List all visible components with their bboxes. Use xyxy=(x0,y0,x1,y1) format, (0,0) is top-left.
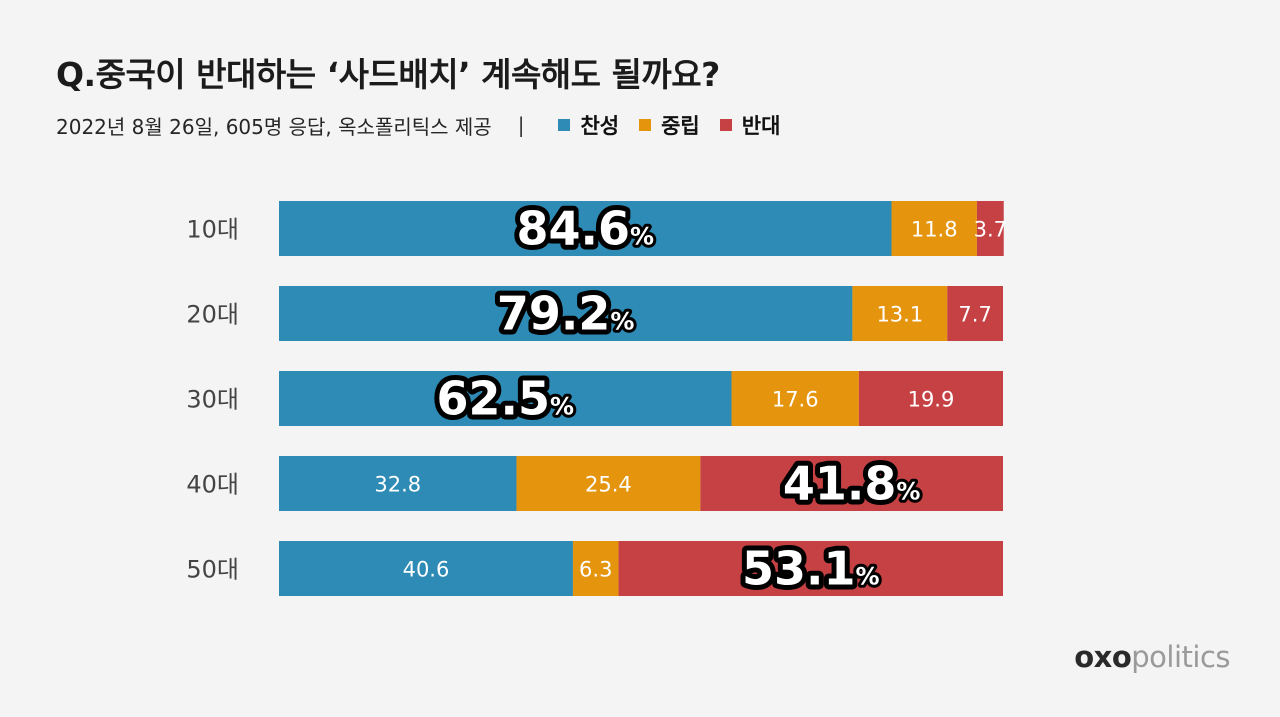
data-label: 25.4 xyxy=(585,473,632,497)
bar-segment-neutral xyxy=(891,201,977,256)
bar-segment-neutral xyxy=(572,541,619,596)
subtitle-row: 2022년 8월 26일, 605명 응답, 옥소폴리틱스 제공 | 찬성 중립… xyxy=(56,110,800,140)
legend-swatch-support xyxy=(558,119,571,131)
brand-logo-politics: politics xyxy=(1131,640,1230,674)
legend-label-neutral: 중립 xyxy=(661,114,700,138)
category-label: 40대 xyxy=(186,471,239,499)
data-label: 3.7 xyxy=(974,218,1007,242)
data-label: 32.8 xyxy=(374,473,421,497)
data-label: 13.1 xyxy=(876,303,923,327)
bar-segment-neutral xyxy=(852,286,948,341)
data-label: 40.6 xyxy=(403,558,450,582)
brand-logo-oxo: oxo xyxy=(1074,640,1132,674)
bar-segment-support xyxy=(279,371,732,426)
bar-segment-oppose xyxy=(700,456,1003,511)
bar-segment-support xyxy=(279,201,892,256)
bar-segment-support xyxy=(279,286,853,341)
category-label: 20대 xyxy=(186,301,239,329)
bar-segment-neutral xyxy=(516,456,701,511)
brand-logo: oxopolitics xyxy=(1074,640,1230,674)
category-label: 50대 xyxy=(186,556,239,584)
legend-swatch-oppose xyxy=(719,119,732,131)
bar-segment-oppose xyxy=(618,541,1003,596)
subtitle-divider: | xyxy=(517,113,525,137)
bar-segment-support xyxy=(279,541,573,596)
bar-segment-oppose xyxy=(947,286,1003,341)
bar-segment-oppose xyxy=(976,201,1004,256)
legend-label-oppose: 반대 xyxy=(741,114,781,138)
chart-subtitle: 2022년 8월 26일, 605명 응답, 옥소폴리틱스 제공 xyxy=(56,114,492,139)
legend-item-oppose: 반대 xyxy=(719,110,781,140)
legend-swatch-neutral xyxy=(639,119,652,131)
bar-segment-neutral xyxy=(731,371,859,426)
legend-label-support: 찬성 xyxy=(580,114,620,138)
chart-title: Q.중국이 반대하는 ‘사드배치’ 계속해도 될까요? xyxy=(56,55,720,94)
category-label: 10대 xyxy=(186,216,239,244)
data-label: 11.8 xyxy=(911,218,958,242)
data-label: 7.7 xyxy=(958,303,991,327)
data-label: 6.3 xyxy=(579,558,612,582)
data-label: 17.6 xyxy=(772,388,819,412)
legend-item-neutral: 중립 xyxy=(639,110,700,140)
data-label: 19.9 xyxy=(908,388,955,412)
legend-item-support: 찬성 xyxy=(558,110,619,140)
data-label-highlight: 62.5% xyxy=(436,372,574,426)
bar-segment-support xyxy=(279,456,517,511)
category-label: 30대 xyxy=(186,386,239,414)
bar-segment-oppose xyxy=(858,371,1003,426)
